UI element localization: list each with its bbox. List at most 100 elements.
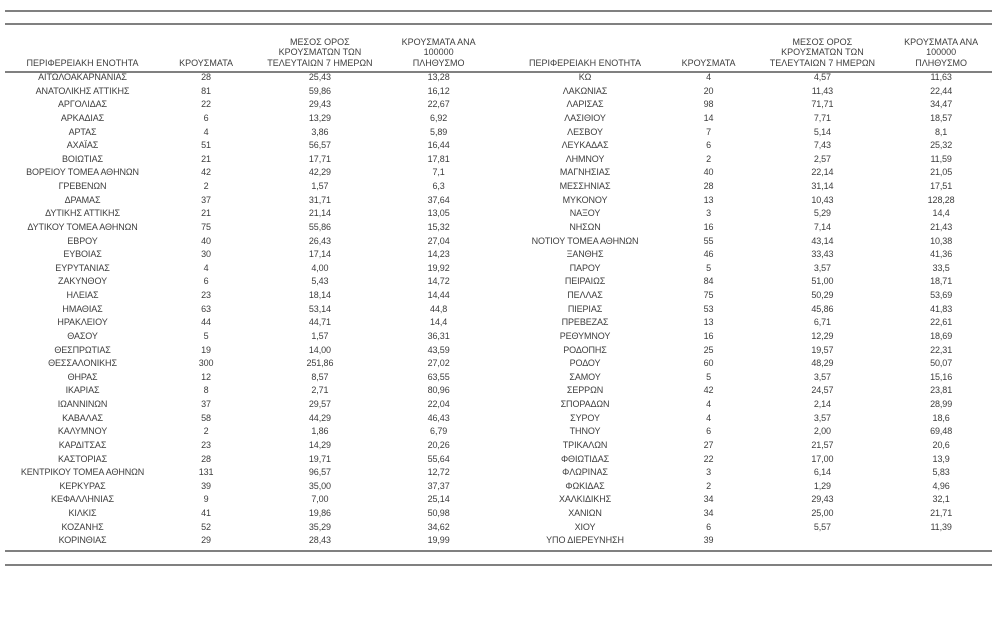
region-cell: ΧΑΝΙΩΝ xyxy=(568,508,602,518)
region-cell: ΑΙΤΩΛΟΑΚΑΡΝΑΝΙΑΣ xyxy=(38,72,127,82)
region-cell: ΙΚΑΡΙΑΣ xyxy=(65,385,100,396)
region-cell: ΚΕΡΚΥΡΑΣ xyxy=(59,480,106,491)
avg-7day-cell: 2,71 xyxy=(311,385,329,396)
cases-cell: 4 xyxy=(706,72,711,82)
region-cell: ΖΑΚΥΝΘΟΥ xyxy=(58,276,107,287)
cases-cell: 22 xyxy=(201,99,211,110)
table-row: ΡΟΔΟΥ 60 48,29 50,07 xyxy=(508,357,993,371)
avg-7day-cell: 3,86 xyxy=(311,126,329,137)
avg-7day-cell: 2,00 xyxy=(813,426,831,437)
table-row: ΕΒΡΟΥ 40 26,43 27,04 xyxy=(5,235,490,249)
avg-7day-cell: 6,14 xyxy=(813,467,831,478)
table-row: ΗΡΑΚΛΕΙΟΥ 44 44,71 14,4 xyxy=(5,316,490,330)
per-100k-cell: 17,81 xyxy=(427,153,450,164)
horizontal-rule-header xyxy=(5,71,992,73)
table-row: ΔΡΑΜΑΣ 37 31,71 37,64 xyxy=(5,194,490,208)
avg-7day-column-header: ΜΕΣΟΣ ΟΡΟΣ ΚΡΟΥΣΜΑΤΩΝ ΤΩΝ ΤΕΛΕΥΤΑΙΩΝ 7 Η… xyxy=(267,36,373,69)
per-100k-cell: 7,1 xyxy=(432,167,445,178)
avg-7day-cell: 25,00 xyxy=(811,508,834,518)
table-row: ΚΑΛΥΜΝΟΥ 2 1,86 6,79 xyxy=(5,425,490,439)
cases-cell: 6 xyxy=(706,140,711,151)
table-row: ΘΗΡΑΣ 12 8,57 63,55 xyxy=(5,371,490,385)
per-100k-cell: 21,05 xyxy=(930,167,953,178)
region-cell: ΘΑΣΟΥ xyxy=(67,330,98,341)
avg-7day-cell: 5,29 xyxy=(813,208,831,219)
region-cell: ΑΝΑΤΟΛΙΚΗΣ ΑΤΤΙΚΗΣ xyxy=(35,85,130,96)
avg-7day-cell: 5,57 xyxy=(813,521,831,532)
cases-cell: 7 xyxy=(706,126,711,137)
avg-7day-cell: 29,43 xyxy=(811,494,834,505)
per-100k-cell: 36,31 xyxy=(427,330,450,341)
per-100k-column-header: ΚΡΟΥΣΜΑΤΑ ΑΝΑ 100000 ΠΛΗΘΥΣΜΟ xyxy=(401,36,476,69)
avg-7day-cell: 17,14 xyxy=(308,249,331,260)
table-row: ΝΗΣΩΝ 16 7,14 21,43 xyxy=(508,221,993,235)
per-100k-cell: 5,89 xyxy=(430,126,448,137)
avg-7day-cell: 14,29 xyxy=(308,439,331,450)
per-100k-cell: 5,83 xyxy=(932,467,950,478)
table-row: ΙΚΑΡΙΑΣ 8 2,71 80,96 xyxy=(5,384,490,398)
per-100k-cell: 34,47 xyxy=(930,99,953,110)
per-100k-cell: 11,59 xyxy=(930,153,952,164)
cases-cell: 4 xyxy=(706,412,711,423)
per-100k-cell: 20,6 xyxy=(932,439,950,450)
regional-units-table-right: ΠΕΡΙΦΕΡΕΙΑΚΗ ΕΝΟΤΗΤΑ ΚΡΟΥΣΜΑΤΑ ΜΕΣΟΣ ΟΡΟ… xyxy=(508,26,993,548)
table-row: ΒΟΡΕΙΟΥ ΤΟΜΕΑ ΑΘΗΝΩΝ 42 42,29 7,1 xyxy=(5,166,490,180)
avg-7day-cell: 11,43 xyxy=(811,85,834,96)
region-cell: ΑΧΑΪΑΣ xyxy=(66,140,99,151)
cases-cell: 34 xyxy=(703,494,714,505)
table-row: ΑΡΤΑΣ 4 3,86 5,89 xyxy=(5,126,490,140)
avg-7day-cell: 45,86 xyxy=(811,303,834,314)
cases-cell: 60 xyxy=(703,358,714,369)
region-cell: ΠΙΕΡΙΑΣ xyxy=(567,303,603,314)
region-cell: ΒΟΡΕΙΟΥ ΤΟΜΕΑ ΑΘΗΝΩΝ xyxy=(26,167,139,178)
table-row: ΣΕΡΡΩΝ 42 24,57 23,81 xyxy=(508,384,993,398)
per-100k-cell: 20,26 xyxy=(427,439,450,450)
table-row: ΛΗΜΝΟΥ 2 2,57 11,59 xyxy=(508,153,993,167)
region-cell: ΚΑΣΤΟΡΙΑΣ xyxy=(57,453,108,464)
table-row: ΚΟΖΑΝΗΣ 52 35,29 34,62 xyxy=(5,521,490,535)
avg-7day-cell: 10,43 xyxy=(811,194,834,205)
avg-7day-cell: 96,57 xyxy=(308,467,331,478)
cases-cell: 84 xyxy=(703,276,714,287)
table-row: ΠΑΡΟΥ 5 3,57 33,5 xyxy=(508,262,993,276)
per-100k-cell: 11,63 xyxy=(930,72,952,82)
per-100k-cell: 44,8 xyxy=(430,303,448,314)
cases-cell: 5 xyxy=(203,330,209,341)
table-row: ΤΗΝΟΥ 6 2,00 69,48 xyxy=(508,425,993,439)
per-100k-cell: 16,44 xyxy=(427,140,450,151)
cases-cell: 21 xyxy=(201,208,211,219)
cases-cell: 4 xyxy=(203,126,209,137)
per-100k-cell: 69,48 xyxy=(930,426,953,437)
region-column-header: ΠΕΡΙΦΕΡΕΙΑΚΗ ΕΝΟΤΗΤΑ xyxy=(528,58,642,69)
region-cell: ΠΕΛΛΑΣ xyxy=(567,290,603,300)
avg-7day-cell: 44,29 xyxy=(308,412,331,423)
per-100k-cell: 18,69 xyxy=(930,330,953,341)
table-row: ΧΑΛΚΙΔΙΚΗΣ 34 29,43 32,1 xyxy=(508,493,993,507)
region-cell: ΚΑΛΥΜΝΟΥ xyxy=(57,426,108,437)
avg-7day-cell: 7,00 xyxy=(311,494,329,505)
avg-7day-cell: 21,57 xyxy=(811,439,834,450)
cases-cell: 300 xyxy=(198,358,214,369)
cases-cell: 28 xyxy=(201,72,211,82)
per-100k-cell: 37,64 xyxy=(427,194,450,205)
table-row: ΛΑΚΩΝΙΑΣ 20 11,43 22,44 xyxy=(508,85,993,99)
table-row: ΡΟΔΟΠΗΣ 25 19,57 22,31 xyxy=(508,344,993,358)
avg-7day-cell: 21,14 xyxy=(308,208,331,219)
avg-7day-cell: 1,29 xyxy=(813,480,831,491)
region-cell: ΘΕΣΠΡΩΤΙΑΣ xyxy=(54,344,111,355)
table-header-right: ΠΕΡΙΦΕΡΕΙΑΚΗ ΕΝΟΤΗΤΑ ΚΡΟΥΣΜΑΤΑ ΜΕΣΟΣ ΟΡΟ… xyxy=(508,26,993,71)
region-cell: ΡΟΔΟΥ xyxy=(569,358,601,369)
regional-units-table-left: ΠΕΡΙΦΕΡΕΙΑΚΗ ΕΝΟΤΗΤΑ ΚΡΟΥΣΜΑΤΑ ΜΕΣΟΣ ΟΡΟ… xyxy=(5,26,490,548)
avg-7day-cell: 35,29 xyxy=(308,521,331,532)
table-row: ΚΕΝΤΡΙΚΟΥ ΤΟΜΕΑ ΑΘΗΝΩΝ 131 96,57 12,72 xyxy=(5,466,490,480)
per-100k-cell: 22,61 xyxy=(930,317,953,328)
avg-7day-cell: 1,86 xyxy=(311,426,329,437)
region-cell: ΗΡΑΚΛΕΙΟΥ xyxy=(57,317,108,328)
table-row: ΕΥΒΟΙΑΣ 30 17,14 14,23 xyxy=(5,248,490,262)
table-row: ΘΕΣΠΡΩΤΙΑΣ 19 14,00 43,59 xyxy=(5,344,490,358)
cases-cell: 9 xyxy=(203,494,209,505)
per-100k-cell: 41,36 xyxy=(930,249,953,260)
cases-cell: 28 xyxy=(201,453,211,464)
region-cell: ΜΕΣΣΗΝΙΑΣ xyxy=(559,181,611,191)
